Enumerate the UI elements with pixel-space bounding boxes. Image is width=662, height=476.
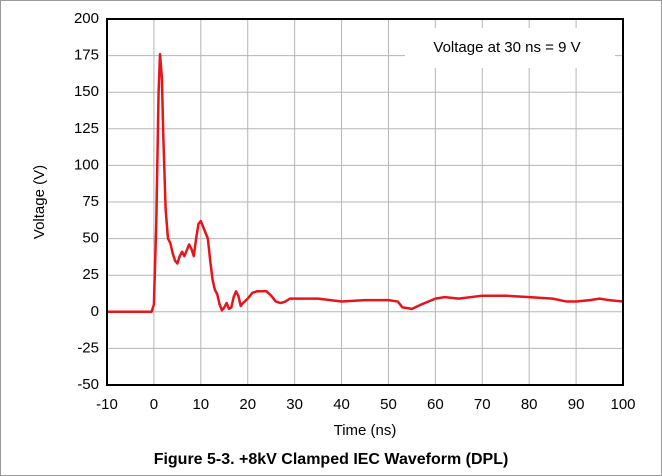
y-tick-label: 200 — [74, 10, 99, 27]
y-tick-label: 100 — [74, 156, 99, 173]
y-tick-label: 150 — [74, 83, 99, 100]
y-axis-label: Voltage (V) — [31, 165, 48, 239]
y-tick-label: 25 — [82, 266, 99, 283]
annotation-box — [405, 28, 615, 68]
x-tick-label: 90 — [568, 396, 585, 413]
x-tick-label: 10 — [192, 396, 209, 413]
y-tick-label: 75 — [82, 193, 99, 210]
x-tick-label: 50 — [380, 396, 397, 413]
x-tick-label: 20 — [239, 396, 256, 413]
plot-frame — [106, 18, 624, 386]
y-tick-label: -50 — [77, 376, 99, 393]
y-tick-label: 50 — [82, 230, 99, 247]
x-tick-label: 30 — [286, 396, 303, 413]
x-tick-label: 60 — [427, 396, 444, 413]
y-tick-label: 175 — [74, 47, 99, 64]
annotation: Voltage at 30 ns = 9 V — [433, 39, 580, 56]
x-tick-label: 100 — [610, 396, 635, 413]
y-tick-label: 0 — [91, 303, 99, 320]
x-tick-label: 0 — [150, 396, 158, 413]
y-tick-label: -25 — [77, 339, 99, 356]
x-tick-label: 40 — [333, 396, 350, 413]
x-axis-label: Time (ns) — [334, 422, 397, 439]
x-tick-label: -10 — [96, 396, 118, 413]
data-line — [107, 52, 624, 314]
x-tick-label: 80 — [521, 396, 538, 413]
y-tick-label: 125 — [74, 120, 99, 137]
x-tick-label: 70 — [474, 396, 491, 413]
chart-title: Figure 5-3. +8kV Clamped IEC Waveform (D… — [154, 451, 509, 468]
